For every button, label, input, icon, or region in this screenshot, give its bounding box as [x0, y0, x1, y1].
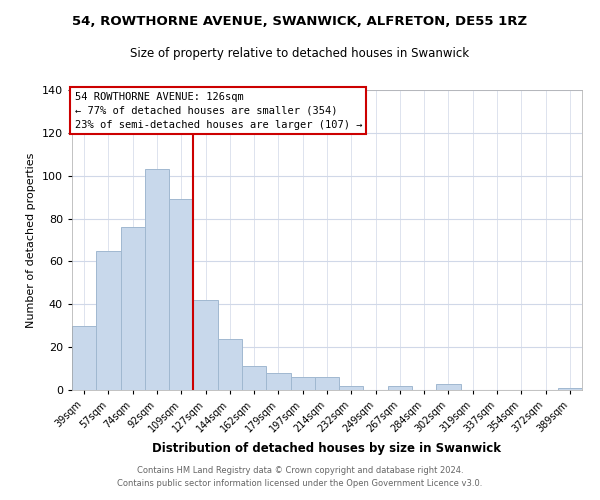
Bar [193, 300, 218, 390]
Bar [169, 200, 193, 390]
Bar [242, 366, 266, 390]
Bar [388, 386, 412, 390]
Y-axis label: Number of detached properties: Number of detached properties [26, 152, 36, 328]
Text: Size of property relative to detached houses in Swanwick: Size of property relative to detached ho… [130, 48, 470, 60]
Bar [266, 373, 290, 390]
Bar [72, 326, 96, 390]
Bar [121, 227, 145, 390]
Bar [218, 338, 242, 390]
X-axis label: Distribution of detached houses by size in Swanwick: Distribution of detached houses by size … [152, 442, 502, 456]
Text: 54, ROWTHORNE AVENUE, SWANWICK, ALFRETON, DE55 1RZ: 54, ROWTHORNE AVENUE, SWANWICK, ALFRETON… [73, 15, 527, 28]
Text: 54 ROWTHORNE AVENUE: 126sqm
← 77% of detached houses are smaller (354)
23% of se: 54 ROWTHORNE AVENUE: 126sqm ← 77% of det… [74, 92, 362, 130]
Bar [145, 170, 169, 390]
Bar [96, 250, 121, 390]
Bar [290, 377, 315, 390]
Text: Contains HM Land Registry data © Crown copyright and database right 2024.
Contai: Contains HM Land Registry data © Crown c… [118, 466, 482, 487]
Bar [315, 377, 339, 390]
Bar [436, 384, 461, 390]
Bar [339, 386, 364, 390]
Bar [558, 388, 582, 390]
